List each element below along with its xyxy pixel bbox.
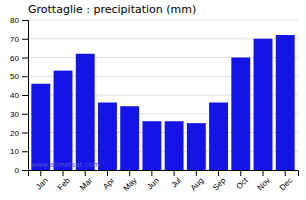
grid (28, 20, 298, 170)
y-tick-label: 50 (10, 72, 19, 81)
y-tick-mark (22, 151, 28, 152)
y-tick: 40 (10, 91, 28, 100)
x-tick-mark (240, 170, 241, 176)
x-tick-label: Jun (145, 176, 160, 191)
x-tick: Aug (189, 170, 205, 192)
y-tick-label: 0 (15, 166, 20, 175)
x-tick-mark (263, 170, 264, 176)
x-axis: Jan Feb Mar Apr May Jun Jul Aug Sep OctNov Dec (29, 170, 299, 193)
y-tick: 20 (10, 129, 28, 138)
title: Grottaglie : precipitation (mm) (28, 3, 196, 16)
x-tick-label: Aug (189, 176, 205, 192)
x-tick: Mar (78, 170, 94, 192)
y-tick-mark (22, 58, 28, 59)
y-tick: 50 (10, 72, 28, 81)
y-tick-mark (22, 114, 28, 115)
y-tick-label: 20 (10, 129, 19, 138)
x-tick: Jan (34, 170, 49, 191)
x-tick-label: Mar (78, 176, 94, 192)
bar (98, 103, 117, 171)
y-tick: 10 (10, 147, 28, 156)
x-tick-mark (218, 170, 219, 176)
x-tick: Sep (211, 170, 228, 192)
x-tick-mark (151, 170, 152, 176)
bars (31, 35, 294, 170)
chart: 0 10 20 30 40 50 60 70 80 Jan Feb Mar Apr May Jun Jul Au… (0, 0, 306, 200)
x-tick-label: Sep (211, 176, 228, 193)
x-tick-mark (285, 170, 286, 176)
y-tick: 0 (15, 166, 28, 175)
x-tick-mark (85, 170, 86, 176)
x-tick-label: Nov (255, 176, 271, 192)
x-tick-label: Apr (101, 176, 116, 191)
x-tick-label: Jan (34, 176, 49, 191)
y-tick: 80 (10, 16, 28, 25)
y-tick: 70 (10, 35, 28, 44)
y-tick-mark (22, 39, 28, 40)
x-tick-mark (174, 170, 175, 176)
y-tick-label: 10 (10, 147, 19, 156)
bar (276, 35, 295, 170)
x-tick-mark (107, 170, 108, 176)
x-tick: Feb (56, 170, 73, 192)
x-tick-label: May (122, 176, 139, 193)
bar (54, 71, 73, 170)
x-tick: May (122, 170, 139, 193)
x-tick-label: Feb (56, 176, 73, 193)
x-tick-mark (40, 170, 41, 176)
y-tick-label: 80 (10, 16, 19, 25)
watermark: www.allmetsat.com (31, 161, 100, 169)
x-tick: Apr (101, 170, 116, 191)
y-axis-line (22, 21, 29, 171)
bar (187, 123, 206, 170)
y-tick: 30 (10, 110, 28, 119)
bar (231, 58, 250, 171)
x-tick: Dec (278, 170, 294, 192)
x-tick: Nov (255, 170, 271, 192)
x-tick-label: Dec (278, 176, 294, 192)
x-tick: Jun (145, 170, 160, 191)
plot: 0 10 20 30 40 50 60 70 80 Jan Feb Mar Apr May Jun Jul Au… (10, 16, 298, 193)
y-tick-label: 30 (10, 110, 19, 119)
x-tick-mark (63, 170, 64, 176)
y-tick-label: 40 (10, 91, 19, 100)
bar (31, 84, 50, 170)
y-tick: 60 (10, 54, 28, 63)
y-tick-mark (22, 95, 28, 96)
y-tick-mark (22, 76, 28, 77)
y-tick-label: 60 (10, 54, 19, 63)
x-tick-label: Oct (235, 175, 251, 191)
y-axis: 0 10 20 30 40 50 60 70 80 (10, 16, 28, 175)
bar (120, 106, 139, 170)
bar (165, 121, 184, 170)
grid-line (28, 20, 298, 21)
x-tick-mark (196, 170, 197, 176)
x-tick-label: Jul (169, 176, 183, 190)
x-axis-line (29, 171, 299, 177)
y-tick-mark (22, 133, 28, 134)
bar (76, 54, 95, 170)
x-tick: Jul (169, 170, 183, 190)
bar (254, 39, 273, 170)
bar (142, 121, 161, 170)
bar (209, 103, 228, 171)
x-tick: Oct (235, 170, 251, 191)
y-tick-label: 70 (10, 35, 19, 44)
x-tick-mark (129, 170, 130, 176)
y-tick-mark (22, 170, 28, 171)
y-tick-mark (22, 20, 28, 21)
